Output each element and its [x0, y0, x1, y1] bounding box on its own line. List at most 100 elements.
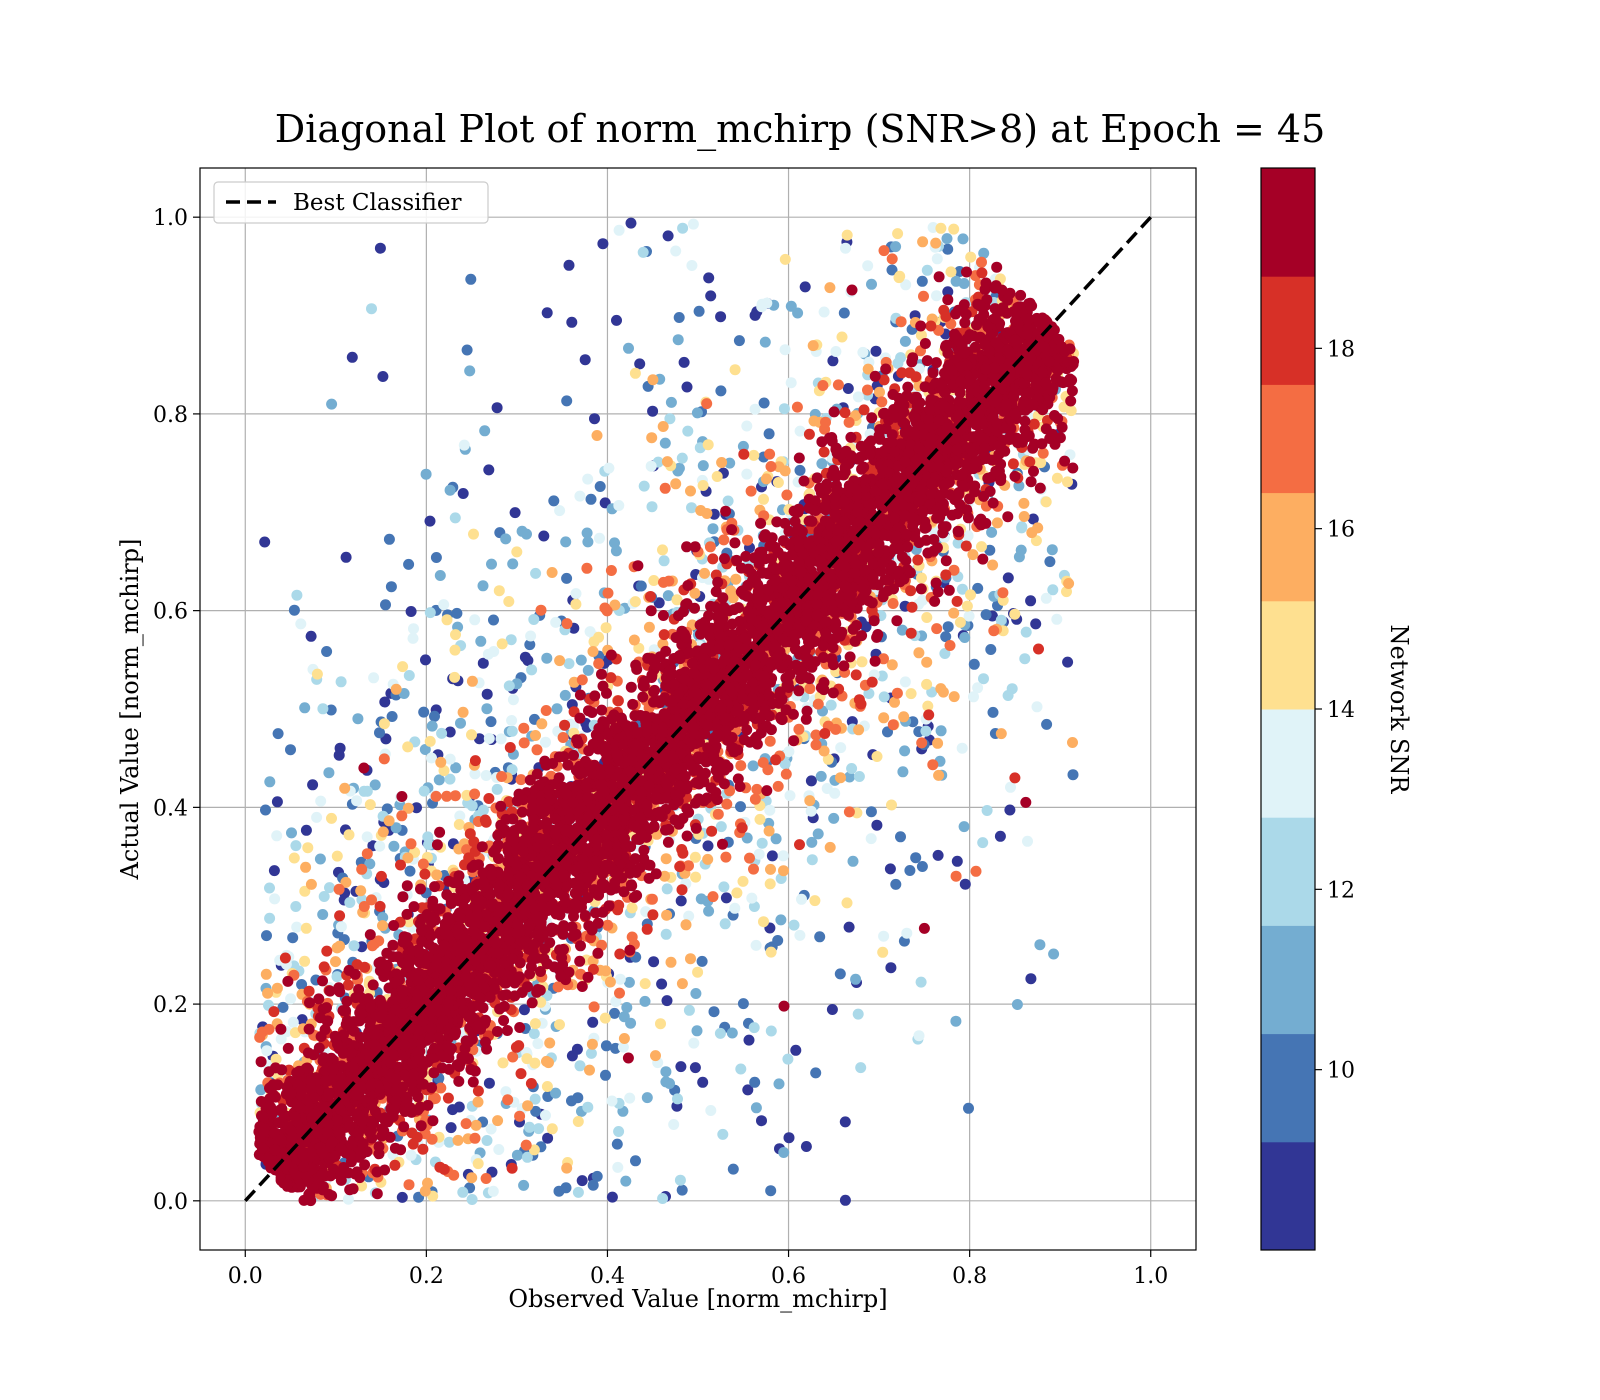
- scatter-point: [895, 831, 906, 843]
- scatter-point: [980, 609, 992, 621]
- scatter-point: [532, 1038, 544, 1050]
- scatter-point: [470, 1119, 482, 1131]
- scatter-point: [931, 623, 943, 635]
- scatter-point: [877, 946, 889, 958]
- scatter-point: [424, 735, 436, 747]
- scatter-point: [599, 602, 611, 614]
- scatter-point: [405, 1149, 417, 1161]
- scatter-point: [418, 785, 430, 797]
- scatter-point: [878, 930, 890, 942]
- scatter-point: [697, 460, 709, 472]
- scatter-point: [507, 1051, 519, 1063]
- scatter-point: [915, 320, 927, 332]
- scatter-point: [742, 1084, 754, 1096]
- scatter-point: [775, 914, 787, 926]
- scatter-point: [647, 909, 659, 921]
- scatter-point: [430, 790, 442, 802]
- scatter-point: [791, 401, 803, 413]
- scatter-point: [509, 507, 521, 519]
- scatter-point: [743, 1034, 755, 1046]
- scatter-point: [420, 654, 431, 666]
- scatter-point: [554, 655, 566, 667]
- scatter-point: [777, 850, 789, 862]
- scatter-point: [424, 607, 436, 619]
- scatter-point: [614, 973, 626, 985]
- scatter-point: [510, 1041, 522, 1053]
- scatter-point: [794, 929, 806, 941]
- scatter-point: [950, 870, 962, 882]
- scatter-point: [529, 1057, 541, 1069]
- scatter-point: [793, 452, 805, 464]
- scatter-point: [696, 955, 708, 967]
- scatter-point: [712, 808, 724, 820]
- scatter-point: [886, 799, 897, 811]
- scatter-point: [682, 580, 694, 591]
- scatter-point: [826, 1004, 838, 1015]
- scatter-point: [524, 639, 536, 651]
- scatter-point: [676, 884, 688, 896]
- scatter-point: [403, 1179, 415, 1191]
- scatter-point: [491, 402, 503, 414]
- scatter-point: [697, 480, 709, 491]
- scatter-point: [570, 598, 582, 610]
- scatter-point: [659, 437, 671, 449]
- scatter-point: [268, 865, 280, 877]
- scatter-point: [707, 523, 719, 535]
- scatter-point: [334, 940, 346, 952]
- scatter-point: [711, 471, 723, 482]
- scatter-point: [525, 630, 537, 642]
- scatter-point: [735, 760, 747, 772]
- scatter-point: [444, 726, 456, 738]
- scatter-point: [618, 1033, 630, 1044]
- scatter-point: [812, 698, 824, 710]
- scatter-point: [828, 406, 840, 418]
- scatter-point: [741, 420, 753, 432]
- scatter-point: [820, 416, 831, 428]
- scatter-point: [841, 229, 853, 241]
- scatter-point: [876, 396, 888, 408]
- scatter-point: [891, 615, 903, 627]
- scatter-point: [299, 885, 311, 897]
- scatter-point: [300, 922, 312, 934]
- scatter-point: [584, 626, 596, 638]
- scatter-point: [935, 222, 947, 234]
- scatter-point: [576, 981, 588, 992]
- scatter-point: [587, 1016, 599, 1028]
- scatter-point: [321, 945, 333, 957]
- scatter-point: [939, 648, 951, 659]
- scatter-point: [457, 488, 469, 499]
- scatter-point: [307, 779, 319, 791]
- scatter-points: [253, 217, 1080, 1207]
- scatter-point: [356, 863, 368, 875]
- scatter-point: [673, 312, 685, 323]
- scatter-point: [1020, 796, 1032, 808]
- scatter-point: [970, 865, 982, 877]
- scatter-point: [574, 490, 586, 502]
- scatter-point: [968, 658, 980, 670]
- scatter-point: [894, 270, 906, 282]
- scatter-point: [518, 737, 530, 749]
- scatter-point: [706, 825, 718, 837]
- scatter-point: [997, 587, 1009, 599]
- scatter-point: [772, 780, 784, 792]
- scatter-point: [815, 770, 827, 782]
- scatter-point: [1002, 690, 1014, 701]
- scatter-point: [1041, 718, 1053, 730]
- scatter-point: [481, 688, 493, 700]
- scatter-point: [674, 1174, 686, 1186]
- scatter-point: [923, 709, 935, 721]
- scatter-point: [912, 554, 924, 566]
- scatter-point: [593, 658, 605, 670]
- scatter-point: [255, 1084, 267, 1096]
- scatter-point: [340, 551, 352, 563]
- scatter-point: [550, 616, 562, 628]
- scatter-point: [542, 1132, 554, 1144]
- scatter-point: [755, 517, 767, 529]
- scatter-point: [342, 1193, 354, 1205]
- scatter-point: [521, 1151, 533, 1163]
- scatter-point: [614, 948, 626, 960]
- scatter-point: [828, 812, 840, 824]
- scatter-point: [846, 284, 858, 296]
- scatter-point: [481, 1135, 493, 1146]
- scatter-point: [839, 1194, 851, 1206]
